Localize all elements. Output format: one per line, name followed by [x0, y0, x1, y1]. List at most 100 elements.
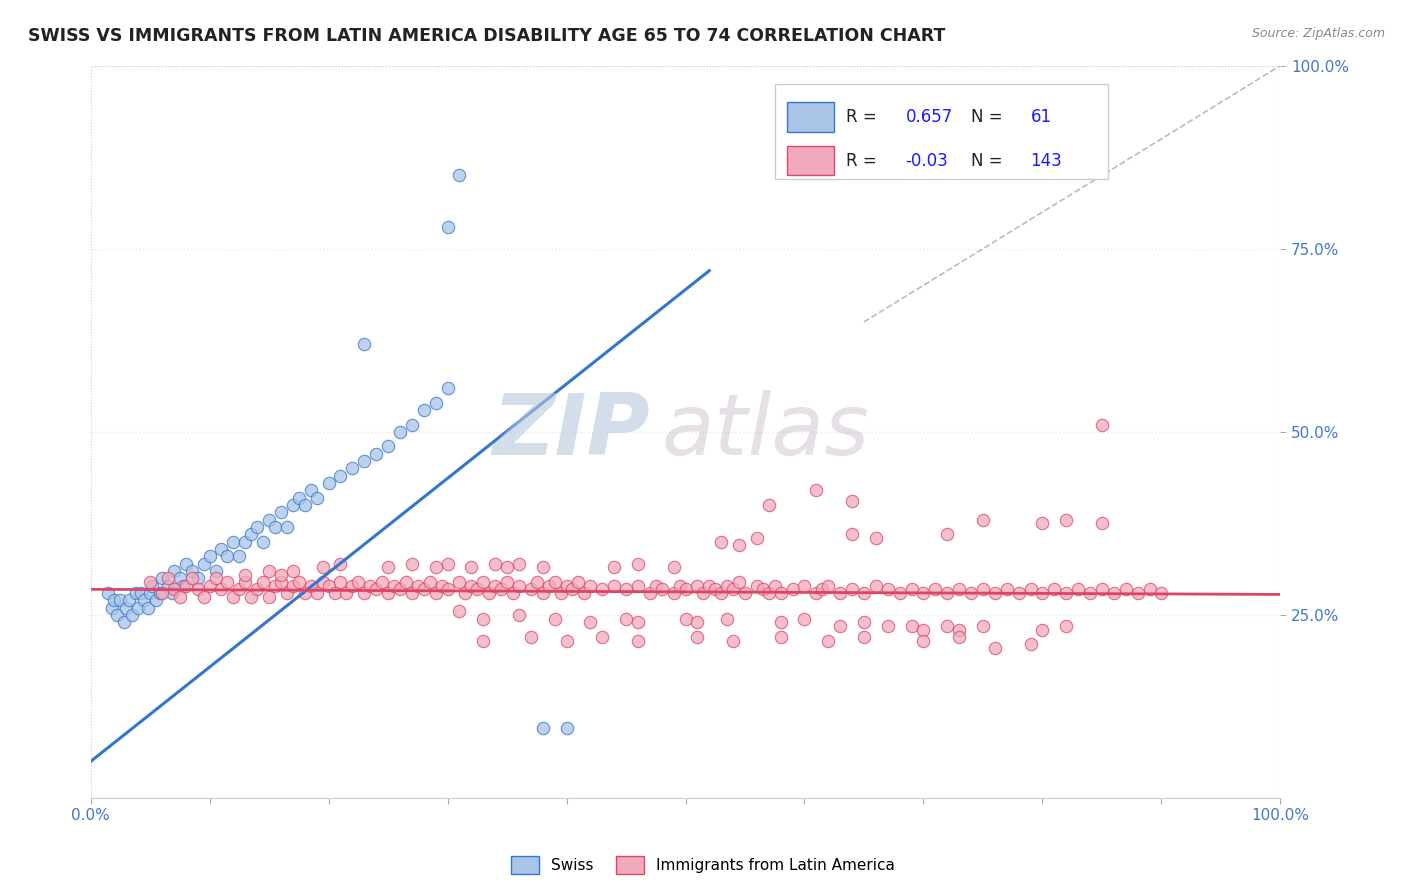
Point: [425, 586, 447, 600]
Point: [425, 560, 447, 574]
Point: [281, 498, 304, 512]
Point: [841, 582, 863, 597]
Point: [425, 395, 447, 409]
Point: [150, 586, 173, 600]
Point: [520, 582, 543, 597]
Point: [311, 560, 333, 574]
Point: [614, 612, 637, 626]
Point: [745, 579, 768, 593]
Point: [662, 560, 685, 574]
Point: [198, 549, 221, 564]
Point: [371, 574, 394, 589]
Point: [377, 560, 399, 574]
Point: [127, 600, 149, 615]
Point: [531, 560, 554, 574]
Point: [555, 579, 578, 593]
Point: [436, 582, 458, 597]
Point: [627, 633, 650, 648]
Point: [1054, 586, 1077, 600]
Point: [115, 600, 138, 615]
Point: [366, 447, 388, 461]
Point: [160, 586, 183, 600]
Point: [169, 571, 191, 585]
Point: [841, 494, 863, 508]
Point: [449, 169, 471, 183]
Point: [156, 571, 179, 585]
Point: [686, 615, 709, 630]
Point: [311, 574, 333, 589]
Text: Source: ZipAtlas.com: Source: ZipAtlas.com: [1251, 27, 1385, 40]
Point: [288, 574, 311, 589]
Point: [233, 534, 256, 549]
Point: [382, 579, 405, 593]
Point: [745, 531, 768, 545]
Point: [472, 612, 495, 626]
Point: [257, 513, 280, 527]
Point: [125, 586, 148, 600]
Point: [211, 541, 233, 556]
Point: [198, 579, 221, 593]
Point: [638, 586, 661, 600]
Point: [401, 417, 423, 432]
Point: [222, 534, 245, 549]
Point: [995, 582, 1018, 597]
Point: [139, 574, 162, 589]
Point: [644, 579, 666, 593]
Point: [710, 534, 733, 549]
Point: [496, 574, 519, 589]
Point: [817, 633, 839, 648]
Point: [889, 586, 911, 600]
Point: [1043, 582, 1066, 597]
Point: [318, 579, 340, 593]
Point: [401, 586, 423, 600]
Point: [1019, 637, 1042, 651]
Point: [782, 582, 804, 597]
Point: [675, 582, 697, 597]
Point: [172, 579, 194, 593]
Point: [329, 574, 352, 589]
Point: [627, 557, 650, 571]
Point: [276, 586, 298, 600]
Point: [704, 582, 727, 597]
Point: [686, 630, 709, 644]
Point: [335, 586, 357, 600]
Point: [110, 593, 132, 607]
Point: [252, 574, 274, 589]
Point: [299, 579, 322, 593]
Point: [187, 571, 209, 585]
Point: [627, 579, 650, 593]
Point: [1031, 586, 1053, 600]
Point: [591, 582, 613, 597]
Point: [129, 586, 152, 600]
Point: [912, 623, 935, 637]
Point: [436, 381, 458, 395]
Point: [806, 483, 828, 498]
Point: [401, 557, 423, 571]
Text: atlas: atlas: [662, 391, 870, 474]
Point: [508, 557, 530, 571]
Point: [246, 582, 269, 597]
Point: [436, 219, 458, 234]
Point: [454, 586, 477, 600]
Point: [496, 560, 519, 574]
Point: [543, 612, 565, 626]
Point: [187, 582, 209, 597]
Point: [294, 586, 316, 600]
Point: [305, 586, 328, 600]
Point: [163, 582, 186, 597]
Point: [758, 586, 780, 600]
Text: ZIP: ZIP: [492, 391, 650, 474]
Point: [769, 630, 792, 644]
Point: [769, 615, 792, 630]
Point: [257, 564, 280, 578]
Point: [342, 461, 364, 475]
Point: [112, 615, 135, 630]
Point: [366, 582, 388, 597]
Point: [555, 633, 578, 648]
Point: [412, 402, 434, 417]
Point: [876, 619, 898, 633]
Point: [1067, 582, 1090, 597]
Point: [121, 607, 143, 622]
Point: [692, 586, 714, 600]
Point: [257, 590, 280, 604]
